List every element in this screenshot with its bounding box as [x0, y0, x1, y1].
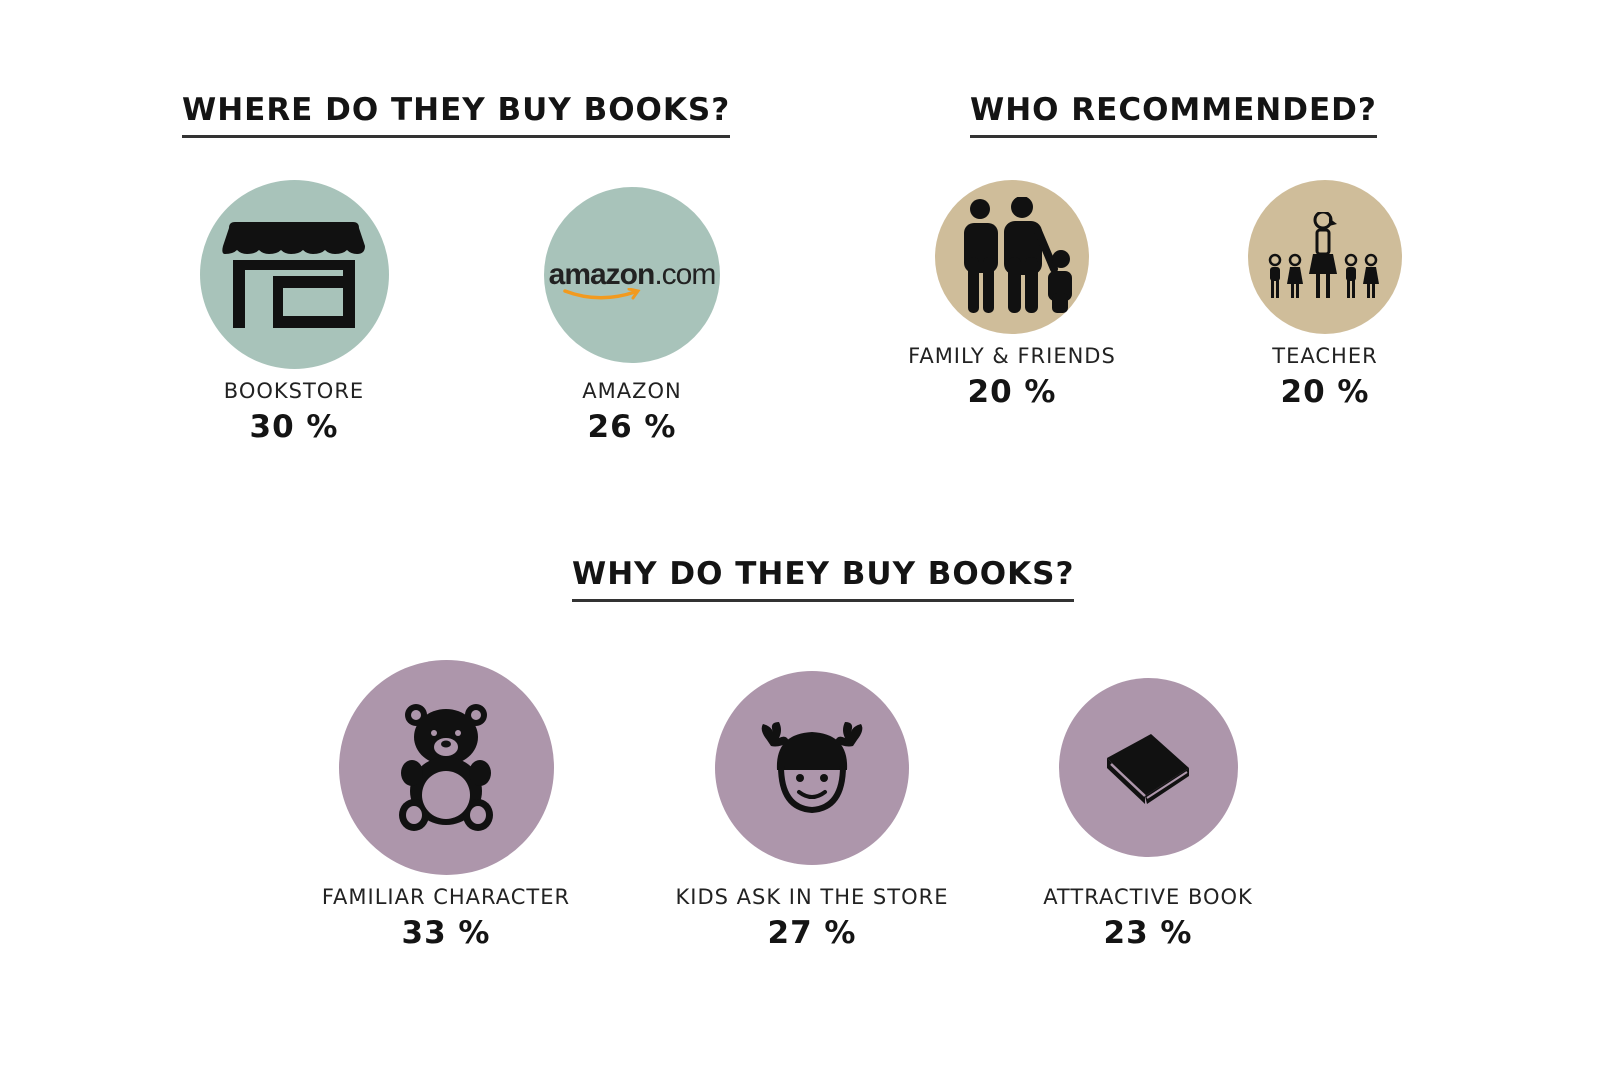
girl-face-icon — [761, 721, 863, 813]
value-teacher: 20 % — [1280, 374, 1370, 410]
store-icon — [222, 221, 365, 328]
item-kids-ask: KIDS ASK IN THE STORE 27 % — [662, 660, 962, 951]
value-kids-ask: 27 % — [767, 915, 857, 951]
label-familiar-character: FAMILIAR CHARACTER — [321, 885, 571, 909]
teddy-bear-icon — [399, 703, 493, 831]
label-family-friends: FAMILY & FRIENDS — [908, 344, 1116, 368]
value-family-friends: 20 % — [967, 374, 1057, 410]
label-attractive-book: ATTRACTIVE BOOK — [1043, 885, 1253, 909]
heading-who-recommended: WHO RECOMMENDED? — [970, 92, 1377, 138]
amazon-logo-word: amazon.com — [548, 257, 717, 291]
value-bookstore: 30 % — [249, 409, 339, 445]
bubble-kids-ask — [715, 670, 909, 865]
bubble-bookstore — [199, 180, 389, 369]
item-attractive-book: ATTRACTIVE BOOK 23 % — [998, 660, 1298, 951]
item-family-friends: FAMILY & FRIENDS 20 % — [862, 180, 1162, 460]
amazon-logo: amazon.com — [548, 257, 717, 299]
label-amazon: AMAZON — [582, 379, 682, 403]
heading-where-buy: WHERE DO THEY BUY BOOKS? — [182, 92, 731, 138]
teacher-with-kids-icon — [1268, 212, 1379, 298]
bubble-attractive-book — [1058, 678, 1238, 857]
item-bookstore: BOOKSTORE 30 % — [144, 180, 444, 460]
value-familiar-character: 33 % — [401, 915, 491, 951]
label-bookstore: BOOKSTORE — [223, 379, 365, 403]
label-kids-ask: KIDS ASK IN THE STORE — [675, 885, 949, 909]
heading-why-buy: WHY DO THEY BUY BOOKS? — [572, 556, 1075, 602]
bubble-amazon: amazon.com — [544, 186, 720, 363]
amazon-smile-icon — [562, 287, 641, 299]
bubble-family-friends — [935, 180, 1089, 334]
bubble-familiar-character — [338, 660, 554, 875]
family-icon — [964, 197, 1072, 313]
item-teacher: TEACHER 20 % — [1175, 180, 1475, 460]
label-teacher: TEACHER — [1272, 344, 1378, 368]
bubble-teacher — [1248, 180, 1402, 334]
value-attractive-book: 23 % — [1103, 915, 1193, 951]
item-amazon: amazon.com AMAZON 26 % — [482, 180, 782, 460]
value-amazon: 26 % — [587, 409, 677, 445]
book-icon — [1107, 733, 1189, 804]
item-familiar-character: FAMILIAR CHARACTER 33 % — [296, 660, 596, 951]
